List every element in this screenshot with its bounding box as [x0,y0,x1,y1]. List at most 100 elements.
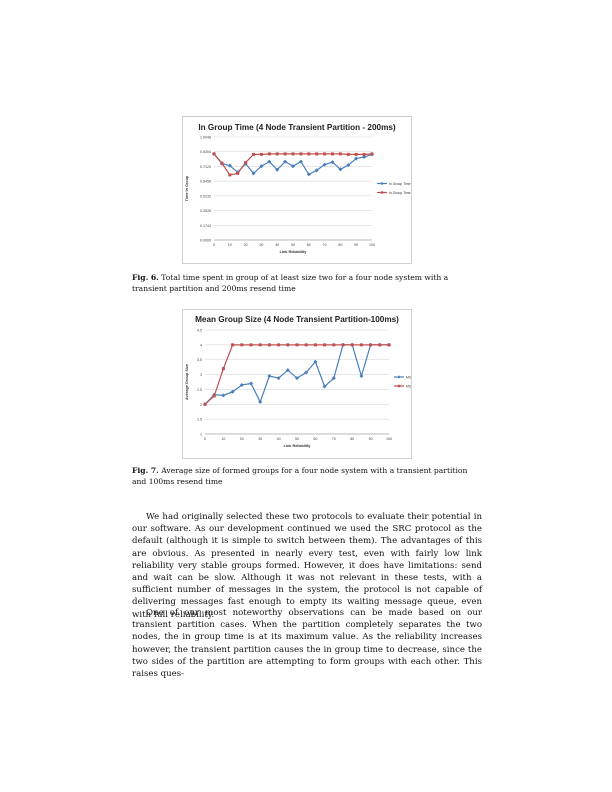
chart-mean-group-size: Mean Group Size (4 Node Transient Partit… [182,309,424,459]
data-point [338,152,342,156]
caption-text: Average size of formed groups for a four… [132,466,468,486]
data-point [267,374,272,379]
x-tick-label: 70 [323,243,327,247]
x-tick-label: 10 [228,243,232,247]
data-point [322,162,327,167]
figure-caption: Fig. 6. Total time spent in group of at … [132,272,482,294]
data-point [362,152,366,156]
data-point [331,152,334,156]
x-tick-label: 40 [275,243,279,247]
data-point [258,399,263,404]
data-point [304,370,309,375]
x-tick-label: 20 [244,243,248,247]
legend-marker [397,384,401,388]
y-tick-label: 3.5 [197,358,202,362]
data-point [332,343,336,347]
data-point [276,376,281,381]
data-point [295,343,299,347]
x-tick-label: 70 [332,437,336,441]
data-point [220,161,224,165]
data-point [251,171,256,176]
y-tick-label: 3 [200,373,202,377]
data-point [338,167,343,172]
chart-title: Mean Group Size (4 Node Transient Partit… [195,315,399,324]
body-paragraph: One of our most noteworthy observations … [132,608,482,680]
data-point [346,152,350,156]
legend-marker [380,191,384,194]
x-tick-label: 20 [240,437,244,441]
data-point [330,160,335,165]
data-point [230,389,235,394]
data-point [359,343,363,347]
y-tick-label: 0.8304 [200,150,211,154]
chart-svg: 0.0000 0.1744 0.3528 0.5232 0.6456 0.7120 0.83… [185,136,421,255]
y-tick-label: 1.5 [197,418,202,422]
legend-marker [397,375,401,379]
data-point [323,152,327,156]
y-axis-label: Time In Group [185,175,189,201]
x-axis-label: Link Reliability [280,250,308,254]
data-point [313,359,318,364]
y-tick-label: 2 [200,403,202,407]
data-point [341,343,345,347]
chart-in-group-time: In Group Time (4 Node Transient Partitio… [182,116,421,264]
data-point [258,343,262,347]
data-point [259,152,263,156]
y-tick-label: 2.5 [197,388,202,392]
data-point [315,152,319,156]
data-point [331,376,336,381]
legend-marker [380,181,384,186]
data-point [291,164,295,169]
x-tick-label: 40 [277,437,281,441]
y-axis-label: Average Group Size [185,364,189,400]
data-point [267,152,271,156]
data-point [221,367,225,371]
data-point [298,159,303,164]
legend-label: In Group Time (SRC) [389,191,411,195]
x-tick-label: 50 [295,437,299,441]
data-point [212,394,216,398]
data-point [240,343,244,347]
data-point [369,343,373,347]
x-tick-label: 80 [338,243,342,247]
data-point [323,343,327,347]
y-tick-label: 0.3528 [200,209,211,213]
data-point [314,168,319,173]
data-point [359,374,364,379]
x-axis-label: Link Reliability [284,444,312,448]
chart-title: In Group Time (4 Node Transient Partitio… [198,123,396,132]
data-point [259,164,264,169]
data-point [267,343,271,347]
y-tick-label: 1 [200,433,202,437]
legend-label: MGS (SLC) [406,375,411,379]
data-point [203,402,207,406]
data-point [212,152,216,156]
data-point [350,343,354,347]
y-tick-label: 0.6456 [200,180,211,184]
x-tick-label: 0 [204,437,206,441]
caption-label: Fig. 7. [132,466,159,475]
x-tick-label: 10 [221,437,225,441]
data-point [231,343,235,347]
data-point [275,152,279,156]
x-tick-label: 90 [354,243,358,247]
data-point [252,152,255,156]
x-tick-label: 60 [307,243,311,247]
data-point [285,368,290,373]
body-paragraph: We had originally selected these two pro… [132,512,482,620]
data-point [295,376,299,381]
data-point [244,161,248,165]
x-tick-label: 100 [386,437,392,441]
caption-text: Total time spent in group of at least si… [132,273,449,293]
x-tick-label: 80 [350,437,354,441]
data-point [354,152,358,156]
data-point [313,343,317,347]
y-tick-label: 0.5232 [200,194,211,198]
data-point [277,343,281,347]
data-point [249,381,253,386]
x-tick-label: 30 [259,243,263,247]
figure-caption: Fig. 7. Average size of formed groups fo… [132,465,482,487]
data-point [354,156,359,161]
data-point [307,152,311,156]
data-point [291,152,295,156]
